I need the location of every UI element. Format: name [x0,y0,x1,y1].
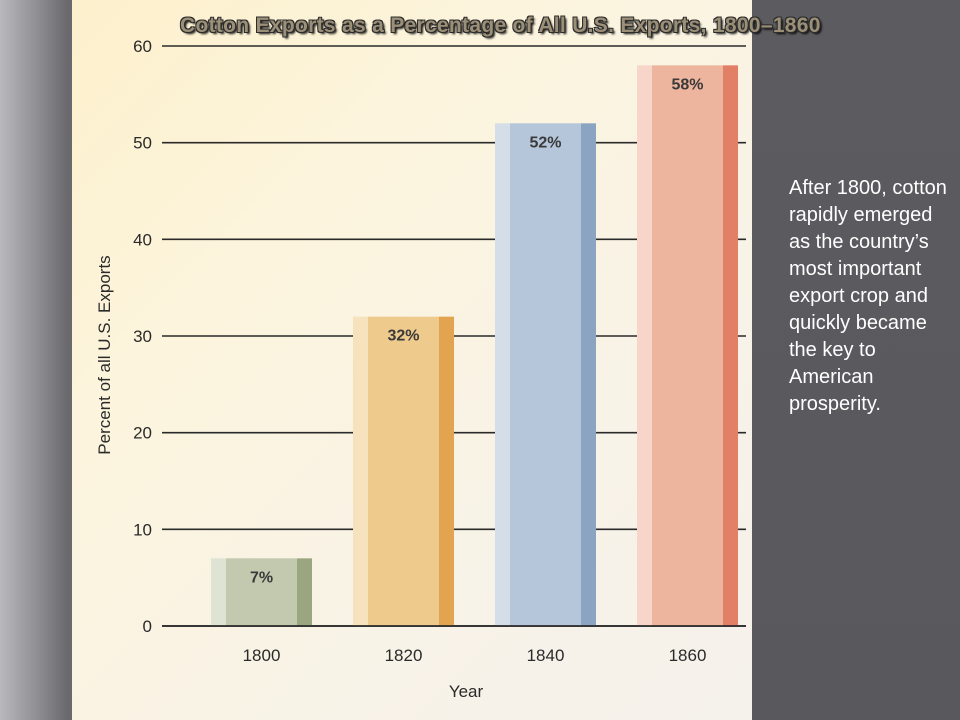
y-tick-label: 10 [133,520,152,539]
bar-1860-segment [637,65,652,627]
bars: 7% 32% 52% 58% [162,65,746,627]
chart-title: Cotton Exports as a Percentage of All U.… [180,14,821,37]
bar-1840-segment [581,123,596,626]
bar-1860-segment [723,65,738,627]
y-axis-title: Percent of all U.S. Exports [95,255,114,454]
x-category-labels: 1800 1820 1840 1860 [243,646,707,665]
bar-1840-segment [495,123,510,626]
data-label-1860: 58% [671,76,703,93]
bar-1820: 32% [353,316,454,626]
bar-1820-segment [439,316,454,626]
x-tick-label-1840: 1840 [527,646,565,665]
bar-1840-segment [510,123,581,626]
y-tick-label: 50 [133,134,152,153]
x-axis-title: Year [449,682,484,701]
data-label-1840: 52% [529,134,561,151]
y-tick-label: 20 [133,424,152,443]
bar-1860: 58% [637,65,738,627]
bar-1800-segment [211,558,226,626]
bar-1860-segment [652,65,723,627]
x-tick-label-1800: 1800 [243,646,281,665]
data-label-1820: 32% [387,328,419,345]
bar-1820-segment [368,316,439,626]
y-tick-label: 0 [143,617,152,636]
y-tick-label: 30 [133,327,152,346]
bar-1840: 52% [495,123,596,626]
x-tick-label-1820: 1820 [385,646,423,665]
y-tick-label: 60 [133,37,152,56]
slide-background-right [752,0,960,720]
data-label-1800: 7% [250,569,273,586]
y-tick-label: 40 [133,230,152,249]
bar-1800-segment [226,558,297,626]
bar-1800-segment [297,558,312,626]
x-tick-label-1860: 1860 [669,646,707,665]
bar-1800: 7% [211,558,312,626]
slide-body-text: After 1800, cotton rapidly emerged as th… [789,177,947,415]
y-tick-labels: 0 10 20 30 40 50 60 [133,37,152,636]
bar-1820-segment [353,316,368,626]
